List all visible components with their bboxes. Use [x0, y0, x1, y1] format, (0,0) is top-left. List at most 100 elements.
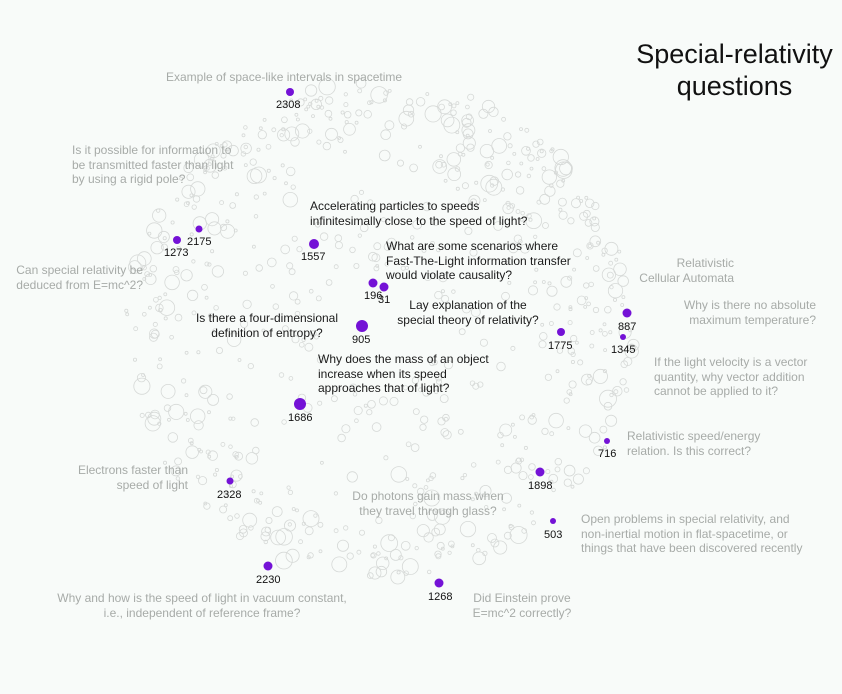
background-bubble [578, 424, 593, 438]
background-bubble [317, 521, 324, 528]
question-label-716[interactable]: Relativistic speed/energy relation. Is t… [627, 429, 761, 458]
background-bubble [163, 292, 168, 297]
background-bubble [352, 392, 358, 397]
question-label-1686[interactable]: Why does the mass of an object increase … [318, 352, 489, 395]
background-bubble [318, 95, 324, 101]
background-bubble [484, 504, 489, 510]
background-bubble [440, 546, 445, 551]
background-bubble [188, 437, 194, 444]
background-bubble [172, 266, 180, 273]
background-bubble [588, 281, 594, 288]
background-bubble [318, 78, 336, 96]
question-label-2175[interactable]: Is it possible for information to be tra… [72, 143, 234, 186]
background-bubble [280, 103, 285, 108]
background-bubble [528, 463, 536, 471]
background-bubble [179, 176, 184, 181]
background-bubble [208, 313, 214, 319]
background-bubble [536, 138, 544, 146]
node-1268[interactable] [434, 578, 444, 588]
background-bubble [174, 313, 183, 322]
background-bubble [357, 233, 362, 238]
node-1557[interactable] [309, 239, 319, 249]
node-2175[interactable] [195, 225, 203, 233]
background-bubble [584, 219, 593, 227]
background-bubble [461, 182, 469, 190]
background-bubble [555, 161, 573, 179]
background-bubble [198, 476, 208, 486]
node-1898[interactable] [535, 467, 545, 477]
node-2308[interactable] [286, 88, 294, 96]
question-label-2328[interactable]: Electrons faster than speed of light [77, 463, 188, 492]
node-887[interactable] [622, 308, 632, 318]
background-bubble [212, 328, 218, 334]
background-bubble [583, 282, 590, 289]
node-1345[interactable] [620, 334, 626, 340]
question-label-887[interactable]: Relativistic Cellular Automata [639, 256, 734, 285]
background-bubble [570, 334, 578, 343]
question-label-503[interactable]: Open problems in special relativity, and… [581, 512, 803, 555]
background-bubble [207, 262, 212, 267]
node-id-905: 905 [352, 334, 370, 346]
background-bubble [592, 368, 608, 384]
question-label-196[interactable]: What are some scenarios where Fast-The-L… [386, 239, 571, 282]
question-label-1273[interactable]: Can special relativity be deduced from E… [16, 263, 143, 292]
node-31[interactable] [379, 282, 389, 292]
background-bubble [316, 356, 325, 364]
background-bubble [301, 337, 306, 342]
background-bubble [582, 467, 590, 475]
background-bubble [524, 127, 530, 133]
background-bubble [433, 523, 446, 536]
background-bubble [227, 515, 234, 522]
node-503[interactable] [550, 518, 556, 524]
background-bubble [554, 466, 561, 473]
background-bubble [373, 242, 382, 251]
node-id-2328: 2328 [217, 489, 241, 501]
question-label-1268[interactable]: Did Einstein prove E=mc^2 correctly? [472, 591, 572, 620]
background-bubble [371, 422, 382, 432]
question-label-905[interactable]: Is there a four-dimensional definition o… [195, 311, 339, 340]
background-bubble [462, 472, 467, 478]
background-bubble [527, 415, 537, 425]
background-bubble [624, 344, 639, 359]
background-bubble [366, 572, 374, 579]
background-bubble [229, 202, 237, 209]
background-bubble [271, 127, 277, 133]
node-1775[interactable] [557, 328, 565, 336]
node-2328[interactable] [226, 477, 234, 485]
question-label-1345[interactable]: Why is there no absolute maximum tempera… [683, 298, 816, 327]
background-bubble [282, 191, 299, 208]
background-bubble [219, 223, 228, 231]
node-id-1268: 1268 [428, 591, 452, 603]
background-bubble [193, 420, 204, 431]
node-2230[interactable] [263, 561, 273, 571]
background-bubble [447, 550, 452, 555]
background-bubble [376, 556, 390, 571]
background-bubble [608, 260, 614, 266]
background-bubble [389, 396, 399, 406]
question-label-1775[interactable]: Lay explanation of the special theory of… [397, 298, 539, 327]
node-1273[interactable] [173, 236, 181, 244]
background-bubble [184, 393, 189, 398]
question-label-velocity-vector[interactable]: If the light velocity is a vector quanti… [654, 355, 808, 398]
background-bubble [436, 541, 445, 550]
background-bubble [266, 257, 277, 268]
background-bubble [205, 449, 211, 455]
background-bubble [380, 534, 399, 552]
question-label-2230[interactable]: Why and how is the speed of light in vac… [57, 591, 347, 620]
node-196[interactable] [368, 278, 378, 288]
node-716[interactable] [604, 438, 610, 444]
background-bubble [367, 199, 374, 206]
background-bubble [228, 483, 233, 488]
question-label-1557[interactable]: Accelerating particles to speeds infinit… [310, 199, 528, 228]
background-bubble [219, 505, 228, 514]
background-bubble [613, 262, 627, 277]
node-1686[interactable] [294, 398, 306, 410]
question-label-1898[interactable]: Do photons gain mass when they travel th… [352, 489, 504, 518]
question-label-2308[interactable]: Example of space-like intervals in space… [166, 70, 403, 84]
background-bubble [334, 234, 343, 243]
node-905[interactable] [356, 320, 368, 332]
background-bubble [430, 240, 435, 246]
background-bubble [319, 232, 329, 241]
background-bubble [612, 386, 623, 397]
background-bubble [461, 304, 472, 314]
